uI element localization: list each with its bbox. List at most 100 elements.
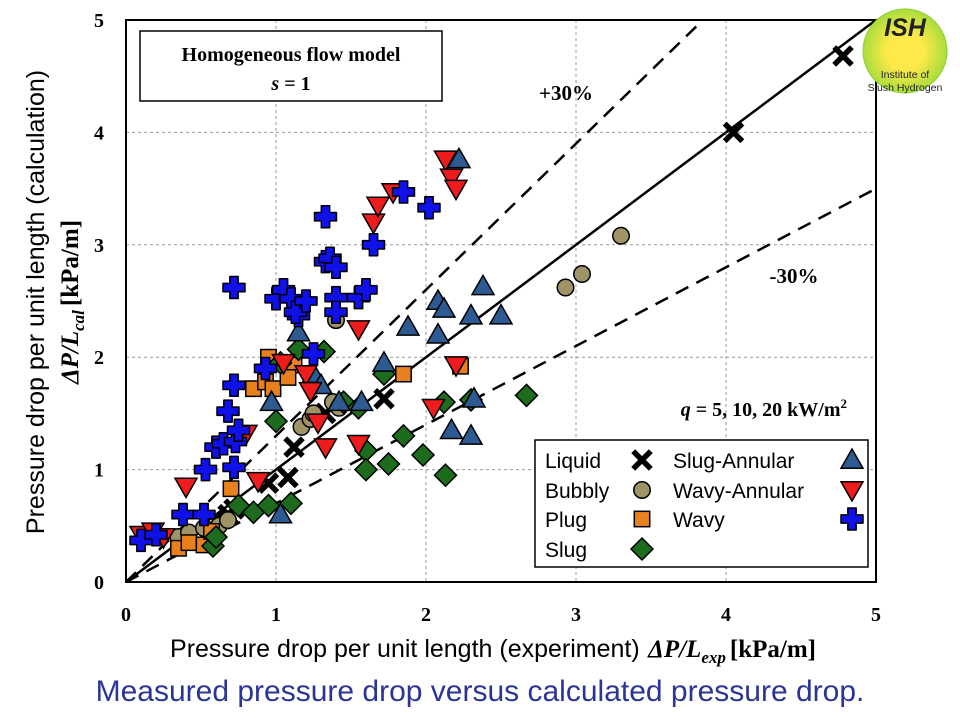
legend-item: Slug: [545, 536, 655, 562]
legend-marker: [840, 507, 864, 531]
data-point: [722, 121, 745, 144]
data-point: [365, 196, 391, 218]
data-point: [216, 399, 240, 423]
data-point: [361, 213, 386, 235]
legend-label: Slug: [545, 539, 587, 562]
legend-marker: [629, 536, 655, 562]
legend-box: [534, 439, 869, 568]
y-tick-label: 4: [94, 122, 104, 144]
y-tick-label: 5: [94, 10, 104, 32]
y-tick-label: 0: [94, 572, 104, 594]
heat-flux-var: q: [681, 399, 691, 421]
y-axis-label: Pressure drop per unit length (calculati…: [22, 70, 88, 534]
data-point: [556, 278, 575, 297]
data-point: [219, 511, 237, 530]
logo-initials: ISH: [884, 14, 927, 42]
legend-marker: [839, 481, 865, 503]
data-point: [376, 451, 401, 477]
series-wavy: [129, 180, 441, 553]
legend-item: Wavy-Annular: [673, 480, 865, 503]
data-point: [193, 457, 218, 482]
x-tick-labels: 0 1 2 3 4 5: [121, 604, 881, 626]
data-point: [391, 423, 416, 448]
ish-logo: ISH Institute of Slush Hydrogen: [862, 6, 948, 96]
model-box-title: Homogeneous flow model: [182, 44, 401, 66]
legend-label: Slug-Annular: [673, 450, 794, 473]
data-point: [222, 373, 246, 398]
x-tick-label: 5: [871, 604, 881, 626]
data-point: [361, 233, 386, 257]
data-point: [391, 180, 416, 204]
legend-label: Liquid: [545, 450, 601, 473]
plus30-label: +30%: [539, 81, 593, 105]
legend-marker: [633, 510, 651, 528]
legend-marker: [631, 449, 653, 471]
x-tick-label: 0: [121, 604, 131, 626]
logo-line2: Slush Hydrogen: [868, 82, 943, 94]
data-point: [253, 356, 278, 381]
data-point: [470, 273, 496, 296]
slip-ratio-var: s: [270, 73, 279, 95]
data-point: [373, 388, 395, 410]
data-point: [283, 436, 305, 458]
data-point: [395, 365, 412, 383]
data-point: [283, 300, 308, 324]
data-point: [263, 409, 289, 434]
legend-item: Plug: [545, 509, 651, 532]
data-point: [354, 278, 378, 302]
data-point: [446, 146, 472, 169]
y-axis-label-text: Pressure drop per unit length (calculati…: [22, 70, 50, 534]
data-point: [313, 204, 338, 229]
slip-ratio-value: = 1: [279, 73, 310, 95]
data-point: [417, 195, 441, 220]
x-tick-label: 4: [721, 604, 731, 626]
data-point: [458, 423, 484, 445]
figure-caption: Measured pressure drop versus calculated…: [95, 675, 865, 708]
legend-item: Slug-Annular: [673, 447, 865, 473]
data-point: [488, 303, 514, 325]
legend-marker: [839, 447, 865, 469]
data-point: [222, 455, 246, 480]
x-tick-label: 1: [271, 604, 281, 626]
data-point: [431, 296, 457, 318]
error-band-line: [125, 19, 704, 583]
legend: Liquid Bubbly Plug Slug Slug-Annular Wavy-Ann…: [534, 439, 869, 568]
legend-item: Bubbly: [545, 480, 651, 503]
heat-flux-superscript: 2: [841, 396, 848, 411]
data-point: [268, 502, 293, 524]
data-point: [425, 322, 451, 344]
data-point: [305, 413, 331, 435]
series-slug: [200, 337, 539, 559]
data-point: [226, 418, 251, 443]
data-point: [271, 353, 296, 376]
data-point: [298, 381, 323, 404]
data-point: [256, 493, 281, 518]
data-point: [461, 386, 487, 408]
data-point: [514, 383, 539, 408]
data-point: [371, 350, 397, 372]
data-point: [324, 300, 348, 324]
data-point: [433, 463, 458, 488]
data-point: [433, 150, 458, 172]
legend-item: Liquid: [545, 449, 653, 473]
legend-label: Plug: [545, 509, 587, 532]
data-point: [294, 289, 318, 313]
x-axis-label: Pressure drop per unit length (experimen…: [170, 635, 816, 667]
data-point: [346, 434, 371, 457]
legend-marker: [633, 481, 651, 499]
data-point: [324, 255, 348, 280]
y-axis-symbol: ΔP/Lcal[kPa/m]: [57, 220, 88, 385]
heat-flux-values: = 5, 10, 20 kW/m: [691, 399, 841, 421]
data-point: [173, 477, 199, 499]
x-axis-label-text: Pressure drop per unit length (experimen…: [170, 635, 640, 663]
data-point: [443, 356, 469, 378]
data-point: [346, 320, 371, 342]
legend-item: Wavy: [673, 507, 864, 532]
x-axis-symbol: ΔP/Lexp [kPa/m]: [647, 636, 816, 667]
data-point: [458, 303, 484, 325]
parity-line: [125, 18, 877, 584]
minus30-label: -30%: [770, 264, 819, 288]
legend-label: Bubbly: [545, 480, 610, 503]
model-annotation-box: Homogeneous flow model s = 1: [139, 30, 443, 102]
